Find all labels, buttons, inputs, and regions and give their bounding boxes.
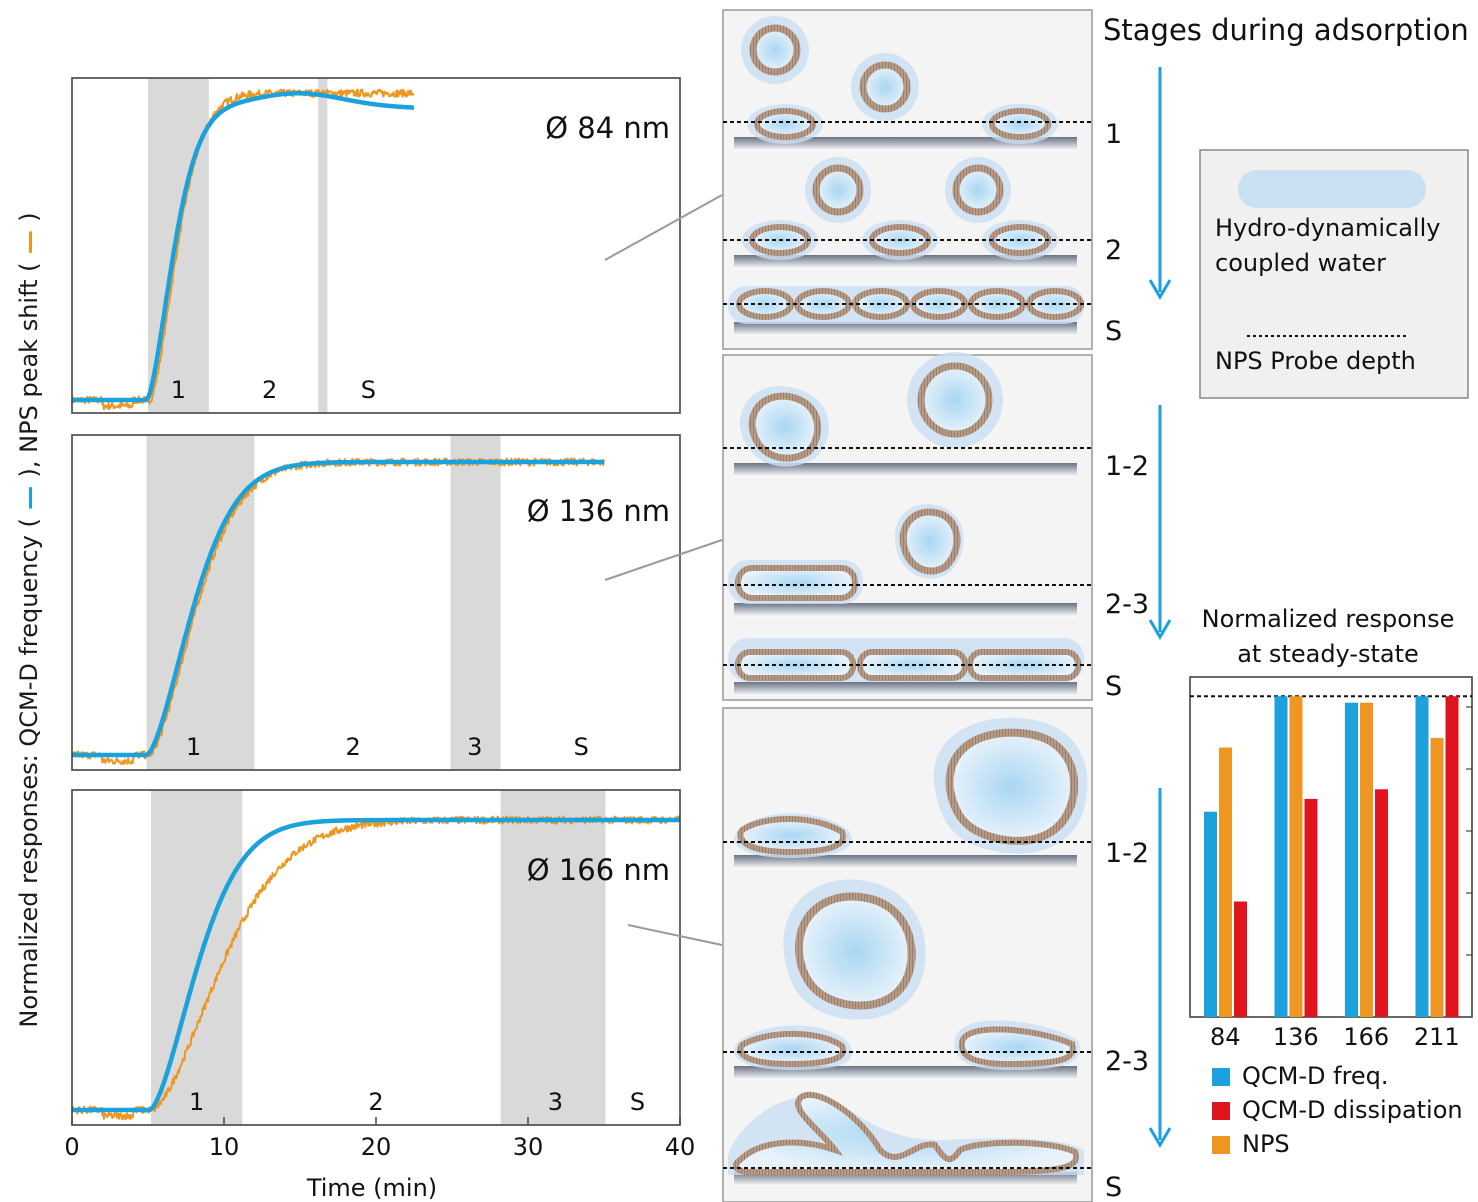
probe-label: NPS Probe depth [1215,347,1416,375]
bar [1274,696,1288,1017]
bar [1360,702,1373,1017]
connector-line [604,539,723,581]
x-axis-label: Time (min) [306,1174,437,1202]
bar [1375,789,1388,1017]
region-label: 2 [262,376,277,404]
region-label: S [630,1088,645,1116]
kinetics-panel-84: Ø 84 nm 1 2 S [70,77,681,414]
y-axis-label-mid: ), NPS peak shift ( [15,262,43,477]
region-label: 1 [186,733,201,761]
legend-label: NPS [1242,1130,1290,1158]
region-label: 2 [346,733,361,761]
stages-title: Stages during adsorption [1103,13,1469,47]
stage-label: 1-2 [1105,451,1149,482]
illustration-panel-166 [722,707,1093,1202]
stage-labels: 1 2 S 1-2 2-3 S 1-2 2-3 S [1105,119,1149,1202]
legend-swatch [1212,1102,1230,1120]
kinetics-panel-136: Ø 136 nm 1 2 3 S [70,434,681,771]
stage-label: S [1105,1172,1122,1202]
panel-frame [71,77,681,414]
x-tick-label: 10 [209,1133,240,1161]
series-line [70,817,682,1113]
category-label: 166 [1343,1023,1389,1051]
kinetics-panel-166: Ø 166 nm 1 2 3 S 0 10 20 30 40 Time (min) [64,789,696,1202]
x-tick-label: 20 [361,1133,392,1161]
x-tick-label: 40 [665,1133,696,1161]
series-line [71,88,415,411]
stage-label: S [1105,671,1122,702]
bar-chart-frame [1189,676,1473,1018]
y-axis-label-prefix: Normalized responses: QCM-D frequency ( [15,518,43,1027]
connector-line [604,194,723,261]
bar-chart-title: at steady-state [1237,640,1419,668]
region-label: S [361,376,376,404]
svg-text:Normalized responses: QCM-D fr: Normalized responses: QCM-D frequency ( … [15,212,43,1027]
steady-state-chart: Normalized response at steady-state 84 13… [1189,605,1473,1158]
bar [1289,696,1303,1017]
y-axis-label: Normalized responses: QCM-D frequency ( … [15,212,43,1027]
water-label: Hydro-dynamically [1215,214,1440,242]
bar [1430,737,1444,1017]
bar [1415,696,1429,1017]
bar-chart-title: Normalized response [1202,605,1455,633]
x-tick-label: 30 [513,1133,544,1161]
series-line [70,90,416,403]
region-label: 1 [171,376,186,404]
water-swatch [1238,170,1426,208]
water-label: coupled water [1215,249,1386,277]
panel-frame [71,434,681,771]
schematic-legend: Hydro-dynamically coupled water NPS Prob… [1199,149,1469,399]
stage-label: 2-3 [1105,589,1149,620]
illustration-panel-84 [722,9,1093,350]
legend-swatch [1212,1136,1230,1154]
bar [1234,901,1247,1017]
legend-label: QCM-D freq. [1242,1062,1389,1090]
panel-label: Ø 166 nm [527,853,670,887]
stage-label: 2 [1105,235,1122,266]
shaded-region [500,790,606,1125]
category-label: 84 [1210,1023,1241,1051]
series-line [70,459,606,758]
category-label: 211 [1414,1023,1460,1051]
stage-arrow [1148,67,1172,1148]
region-label: 1 [189,1088,204,1116]
shaded-region [318,78,328,413]
stage-label: 1-2 [1105,838,1149,869]
bar [1445,696,1459,1017]
x-tick-label: 0 [64,1133,79,1161]
bar [1204,811,1217,1017]
connector-line [627,924,723,946]
region-label: S [574,733,589,761]
region-label: 3 [467,733,482,761]
category-label: 136 [1273,1023,1319,1051]
bar-legend: QCM-D freq. QCM-D dissipation NPS [1212,1062,1463,1158]
stage-label: 1 [1105,119,1122,150]
legend-swatch [1212,1068,1230,1086]
legend-label: QCM-D dissipation [1242,1096,1463,1124]
bar [1304,798,1318,1017]
stage-label: S [1105,316,1122,347]
region-label: 2 [368,1088,383,1116]
shaded-region [450,435,501,770]
panel-label: Ø 136 nm [527,494,670,528]
illustration-panel-136 [722,352,1093,701]
panel-label: Ø 84 nm [545,111,670,145]
region-label: 3 [548,1088,563,1116]
stage-label: 2-3 [1105,1046,1149,1077]
bar [1219,747,1232,1017]
y-axis-label-suffix: ) [15,212,43,221]
bar [1345,702,1358,1017]
